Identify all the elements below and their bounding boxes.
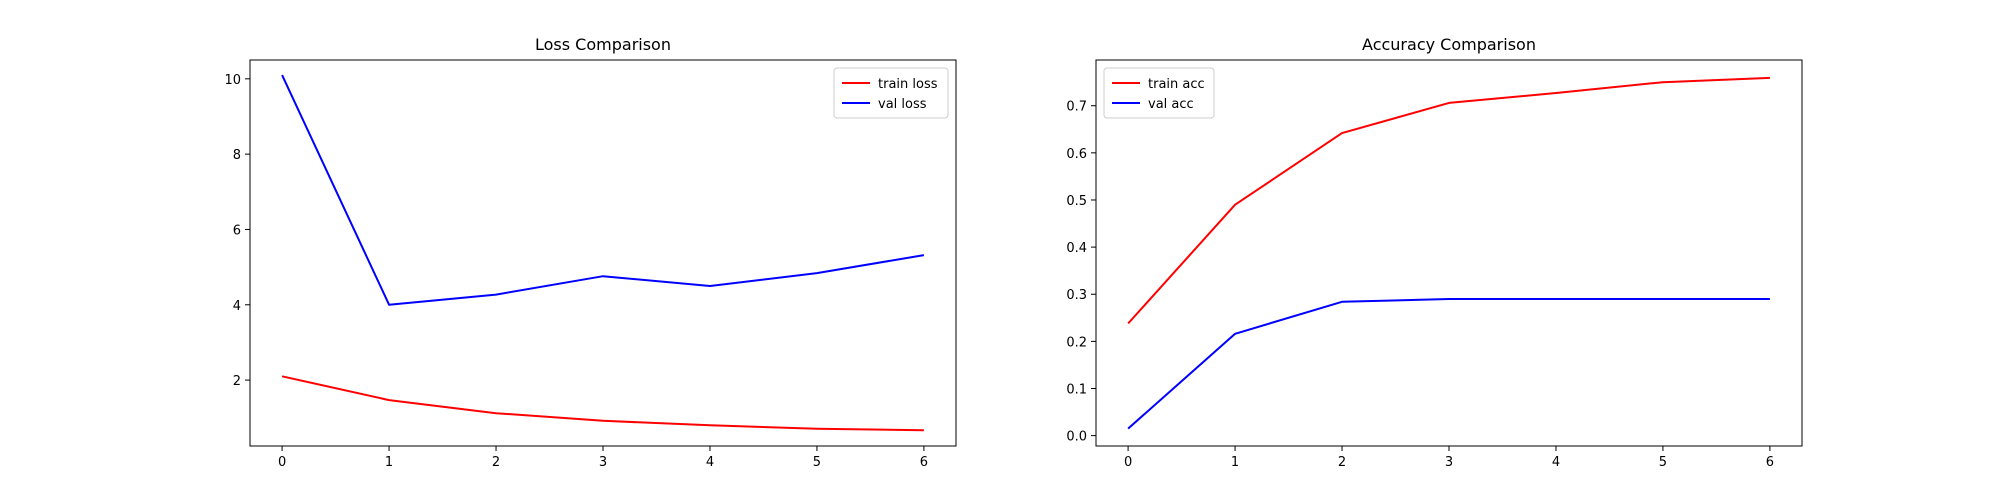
series-line-train-loss	[281, 375, 924, 432]
chart-title: Loss Comparison	[535, 35, 671, 54]
series-lines	[281, 74, 925, 432]
x-tick-label: 4	[706, 455, 714, 470]
series-lines	[1127, 76, 1770, 430]
chart-1: Loss Comparison 0 1 2 3 4 5 6 2 4 6 8 10 train loss va…	[224, 35, 957, 470]
series-line-val-loss	[281, 74, 925, 306]
x-tick-label: 0	[1124, 455, 1132, 470]
x-tick-label: 0	[278, 455, 286, 470]
legend-label: val loss	[878, 97, 927, 112]
y-tick-label: 0.0	[1066, 430, 1087, 445]
x-tick-label: 4	[1552, 455, 1560, 470]
y-tick-label: 0.7	[1066, 100, 1087, 115]
y-tick-label: 0.6	[1066, 147, 1087, 162]
legend-label: train loss	[878, 77, 938, 92]
y-tick-label: 8	[233, 148, 241, 163]
x-tick-label: 5	[813, 455, 821, 470]
x-tick-label: 6	[1766, 455, 1774, 470]
chart-title: Accuracy Comparison	[1362, 35, 1536, 54]
x-tick-label: 1	[385, 455, 393, 470]
y-axis-ticks: 2 4 6 8 10	[224, 73, 250, 389]
legend-label: train acc	[1148, 77, 1205, 92]
legend-box	[1103, 67, 1215, 119]
x-tick-label: 5	[1659, 455, 1667, 470]
legend-label: val acc	[1148, 97, 1194, 112]
series-line-train-acc	[1127, 76, 1770, 325]
y-tick-label: 0.5	[1066, 194, 1087, 209]
legend-box	[833, 67, 949, 119]
x-tick-label: 2	[1338, 455, 1346, 470]
legend: train loss val loss	[833, 67, 949, 119]
y-tick-label: 2	[233, 374, 241, 389]
y-tick-label: 0.2	[1066, 335, 1087, 350]
y-tick-label: 0.4	[1066, 241, 1087, 256]
y-tick-label: 4	[233, 299, 241, 314]
y-tick-label: 0.3	[1066, 288, 1087, 303]
y-axis-ticks: 0.0 0.1 0.2 0.3 0.4 0.5 0.6 0.7	[1066, 100, 1096, 445]
x-tick-label: 6	[920, 455, 928, 470]
x-tick-label: 3	[599, 455, 607, 470]
legend: train acc val acc	[1103, 67, 1215, 119]
x-axis-ticks: 0 1 2 3 4 5 6	[1124, 446, 1774, 470]
x-tick-label: 1	[1231, 455, 1239, 470]
x-tick-label: 2	[492, 455, 500, 470]
series-line-val-acc	[1127, 298, 1770, 430]
y-tick-label: 0.1	[1066, 383, 1087, 398]
x-axis-ticks: 0 1 2 3 4 5 6	[278, 446, 928, 470]
y-tick-label: 6	[233, 223, 241, 238]
x-tick-label: 3	[1445, 455, 1453, 470]
y-tick-label: 10	[224, 73, 241, 88]
